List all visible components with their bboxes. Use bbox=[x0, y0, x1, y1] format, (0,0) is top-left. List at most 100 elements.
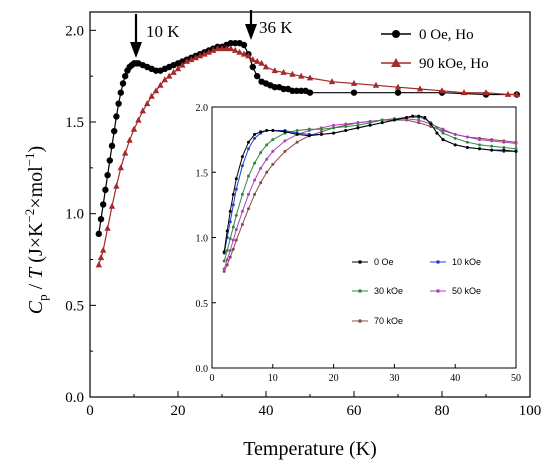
inset-data-point bbox=[295, 140, 299, 144]
inset-data-point bbox=[502, 148, 506, 152]
inset-data-point bbox=[271, 162, 275, 166]
inset-chart: 0 10 20 30 40 50 0.0 0.5 1.0 1.5 2.0 0 Oe 10 kOe 30 k… bbox=[196, 103, 522, 384]
inset-legend-label: 50 kOe bbox=[452, 286, 481, 296]
data-point-triangle bbox=[306, 74, 314, 81]
data-point-triangle bbox=[249, 56, 256, 63]
data-point-triangle bbox=[113, 182, 120, 189]
inset-data-point bbox=[253, 161, 257, 165]
inset-data-point bbox=[231, 203, 235, 207]
data-point-triangle bbox=[218, 45, 226, 52]
inset-legend-label: 10 kOe bbox=[452, 257, 481, 267]
inset-data-point bbox=[490, 144, 494, 148]
inset-data-point bbox=[225, 249, 229, 253]
inset-data-point bbox=[307, 134, 311, 138]
data-point-triangle bbox=[214, 45, 221, 52]
inset-data-point bbox=[465, 145, 469, 149]
inset-data-point bbox=[228, 237, 232, 241]
annotation-36k: 36 K bbox=[245, 10, 293, 40]
data-point-triangle bbox=[482, 89, 490, 96]
inset-data-point bbox=[283, 130, 287, 134]
data-point-triangle bbox=[117, 164, 124, 171]
data-point-circle bbox=[106, 157, 114, 164]
inset-legend-item: 30 kOe bbox=[352, 286, 403, 296]
data-point-triangle bbox=[100, 246, 107, 253]
inset-data-point bbox=[344, 122, 348, 126]
inset-series-line-0 bbox=[223, 115, 517, 252]
inset-data-point bbox=[478, 147, 482, 151]
inset-data-point bbox=[380, 118, 384, 122]
legend-item-0oe: 0 Oe, Ho bbox=[381, 27, 474, 43]
data-point-triangle bbox=[289, 70, 296, 77]
data-point-triangle bbox=[245, 52, 252, 59]
inset-data-point bbox=[502, 145, 506, 149]
inset-data-point bbox=[234, 177, 238, 181]
inset-data-point bbox=[271, 138, 275, 142]
inset-data-point bbox=[259, 166, 263, 170]
inset-data-point bbox=[231, 225, 235, 229]
svg-text:Cp / T (J×K−2×mol−1): Cp / T (J×K−2×mol−1) bbox=[22, 146, 50, 314]
inset-data-point bbox=[265, 170, 269, 174]
inset-data-point bbox=[222, 269, 226, 273]
data-point-triangle bbox=[232, 46, 239, 53]
inset-data-point bbox=[295, 132, 299, 136]
inset-data-point bbox=[265, 128, 269, 132]
inset-x-tick-label: 40 bbox=[450, 373, 460, 384]
inset-x-tick-label: 10 bbox=[268, 373, 278, 384]
x-axis-title: Temperature (K) bbox=[243, 438, 377, 460]
inset-data-point bbox=[423, 115, 427, 119]
inset-data-point bbox=[228, 255, 232, 259]
inset-data-point bbox=[246, 147, 250, 151]
data-point-triangle bbox=[130, 125, 138, 132]
inset-data-point bbox=[240, 222, 244, 226]
inset-data-point bbox=[441, 138, 445, 142]
data-point-triangle bbox=[174, 65, 182, 72]
y-axis-title: Cp / T (J×K−2×mol−1) bbox=[22, 146, 50, 314]
data-point-triangle bbox=[240, 50, 248, 57]
inset-data-point bbox=[319, 130, 323, 134]
data-point-triangle bbox=[148, 92, 155, 99]
data-point-triangle bbox=[223, 45, 230, 52]
data-point-triangle bbox=[210, 46, 217, 53]
data-point-circle bbox=[254, 72, 261, 80]
main-legend: 0 Oe, Ho 90 kOe, Ho bbox=[381, 27, 489, 72]
inset-data-point bbox=[344, 125, 348, 129]
inset-legend-label: 0 Oe bbox=[374, 257, 394, 267]
data-point-circle bbox=[227, 39, 234, 47]
inset-data-point bbox=[240, 164, 244, 168]
inset-data-point bbox=[283, 149, 287, 153]
data-point-circle bbox=[271, 83, 278, 91]
inset-data-point bbox=[435, 131, 439, 135]
annotation-10k: 10 K bbox=[130, 14, 180, 58]
data-point-triangle bbox=[152, 87, 160, 94]
legend-triangle-marker bbox=[391, 58, 401, 67]
inset-data-point bbox=[271, 149, 275, 153]
data-point-triangle bbox=[161, 76, 168, 83]
inset-data-point bbox=[253, 132, 257, 136]
data-point-circle bbox=[113, 113, 120, 120]
inset-x-tick-label: 30 bbox=[389, 373, 399, 384]
data-point-circle bbox=[95, 230, 103, 238]
inset-data-point bbox=[356, 126, 360, 130]
data-point-triangle bbox=[157, 81, 164, 88]
inset-legend-item: 0 Oe bbox=[352, 257, 394, 267]
data-point-circle bbox=[100, 201, 107, 208]
main-y-tick-label: 0.5 bbox=[65, 298, 84, 314]
data-point-circle bbox=[108, 142, 116, 150]
legend-label-0oe: 0 Oe, Ho bbox=[419, 27, 474, 43]
inset-data-point bbox=[228, 249, 232, 253]
inset-legend-marker bbox=[358, 289, 362, 293]
inset-data-point bbox=[231, 192, 235, 196]
inset-data-point bbox=[490, 148, 494, 152]
data-point-triangle bbox=[179, 61, 186, 68]
data-point-triangle bbox=[144, 100, 151, 107]
inset-data-point bbox=[234, 187, 238, 191]
data-point-circle bbox=[293, 87, 300, 95]
data-point-triangle bbox=[271, 67, 278, 74]
inset-data-point bbox=[246, 207, 250, 211]
data-point-triangle bbox=[416, 85, 424, 92]
main-x-tick-label: 60 bbox=[347, 403, 362, 419]
inset-data-point bbox=[222, 259, 226, 263]
inset-data-point bbox=[259, 181, 263, 185]
inset-data-point bbox=[514, 147, 518, 151]
